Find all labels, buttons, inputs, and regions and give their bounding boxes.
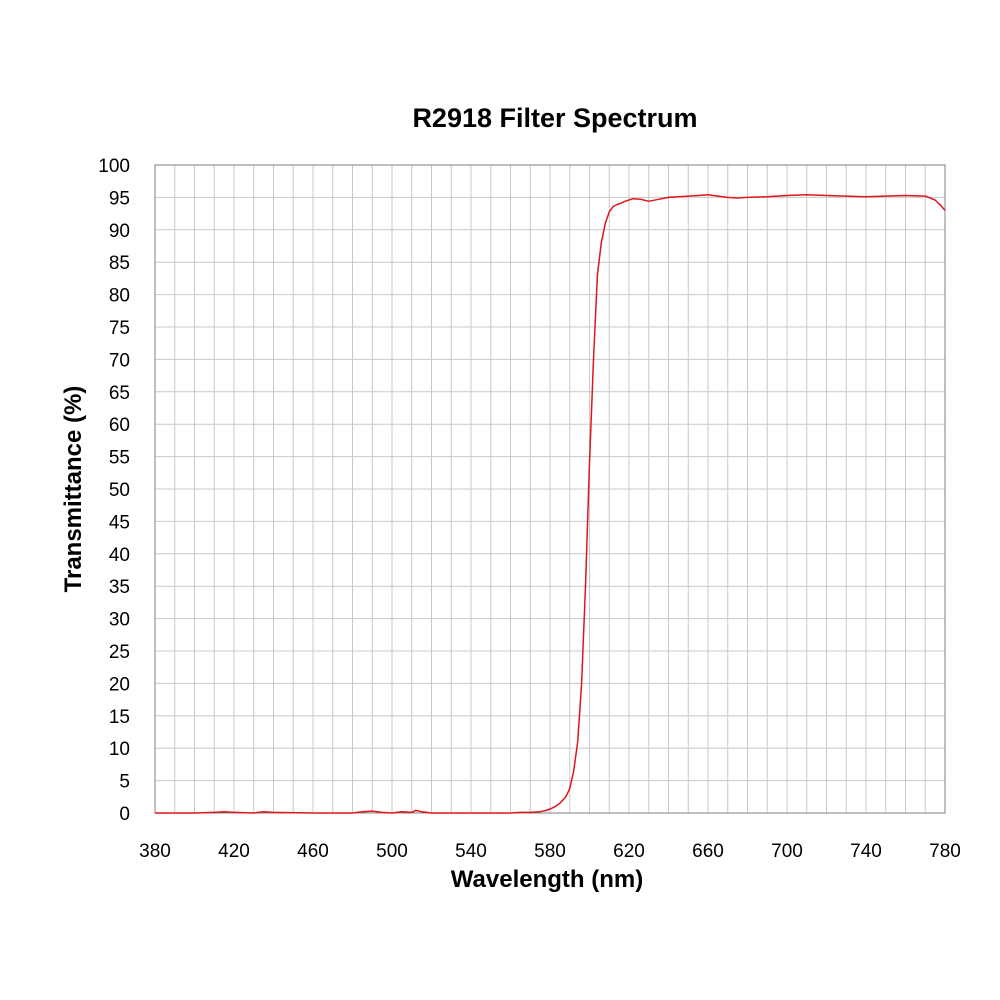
y-tick-label: 30 — [109, 610, 130, 631]
x-tick-label: 580 — [534, 841, 566, 862]
y-tick-label: 40 — [109, 545, 130, 566]
y-tick-label: 65 — [109, 383, 130, 404]
y-tick-label: 85 — [109, 253, 130, 274]
y-tick-label: 20 — [109, 674, 130, 695]
y-tick-label: 15 — [109, 707, 130, 728]
y-axis-ticks: 0 5 10 15 20 25 30 35 40 45 50 55 60 65 70 75 80 85 90 95 10… — [98, 156, 130, 825]
chart-title: R2918 Filter Spectrum — [412, 103, 697, 133]
x-tick-label: 540 — [455, 841, 487, 862]
x-tick-label: 660 — [692, 841, 724, 862]
y-tick-label: 45 — [109, 512, 130, 533]
y-tick-label: 5 — [119, 772, 130, 793]
y-tick-label: 100 — [98, 156, 130, 177]
x-tick-label: 420 — [218, 841, 250, 862]
y-tick-label: 60 — [109, 415, 130, 436]
y-tick-label: 35 — [109, 577, 130, 598]
y-tick-label: 0 — [119, 804, 130, 825]
y-tick-label: 70 — [109, 350, 130, 371]
y-tick-label: 90 — [109, 221, 130, 242]
y-tick-label: 55 — [109, 448, 130, 469]
x-tick-label: 380 — [139, 841, 171, 862]
series-group — [155, 194, 946, 814]
x-tick-label: 700 — [771, 841, 803, 862]
x-tick-label: 620 — [613, 841, 645, 862]
plot-area — [154, 164, 946, 814]
y-tick-label: 75 — [109, 318, 130, 339]
y-tick-label: 10 — [109, 739, 130, 760]
transmittance-line — [155, 194, 946, 814]
y-axis-label: Transmittance (%) — [60, 386, 87, 593]
y-tick-label: 50 — [109, 480, 130, 501]
x-tick-label: 780 — [929, 841, 961, 862]
y-tick-label: 80 — [109, 286, 130, 307]
grid — [155, 165, 945, 813]
x-axis-label: Wavelength (nm) — [451, 866, 643, 893]
y-tick-label: 25 — [109, 642, 130, 663]
x-axis-ticks: 380 420 460 500 540 580 620 660 700 740 780 — [139, 841, 961, 862]
x-tick-label: 740 — [850, 841, 882, 862]
x-tick-label: 460 — [297, 841, 329, 862]
x-tick-label: 500 — [376, 841, 408, 862]
y-tick-label: 95 — [109, 188, 130, 209]
